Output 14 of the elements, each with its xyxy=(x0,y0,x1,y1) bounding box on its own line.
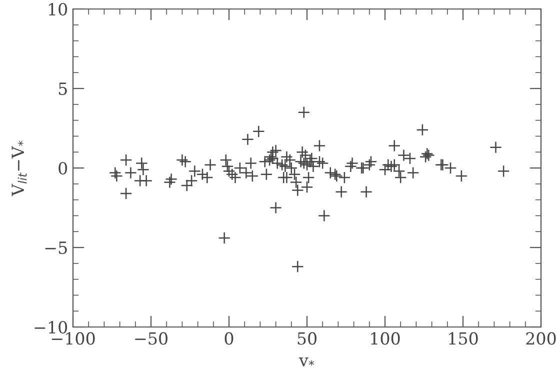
y-tick-label: 5 xyxy=(58,82,67,96)
x-tick-label: 50 xyxy=(298,332,316,345)
x-tick-label: 100 xyxy=(371,332,400,345)
y-tick-label: 10 xyxy=(48,2,68,16)
y-axis-title: V$_{lit}$−V$_{*}$ xyxy=(12,140,27,196)
x-tick-label: −50 xyxy=(135,332,168,345)
y-tick-label: 0 xyxy=(58,162,68,175)
x-tick-label: −100 xyxy=(52,332,95,345)
x-axis-title: v$_{*}$ xyxy=(298,358,314,366)
x-tick-label: 150 xyxy=(449,332,478,345)
y-tick-label: −10 xyxy=(34,320,68,334)
y-tick-label: −5 xyxy=(45,242,67,254)
x-tick-label: 200 xyxy=(526,332,556,345)
x-tick-label: 0 xyxy=(224,332,234,345)
